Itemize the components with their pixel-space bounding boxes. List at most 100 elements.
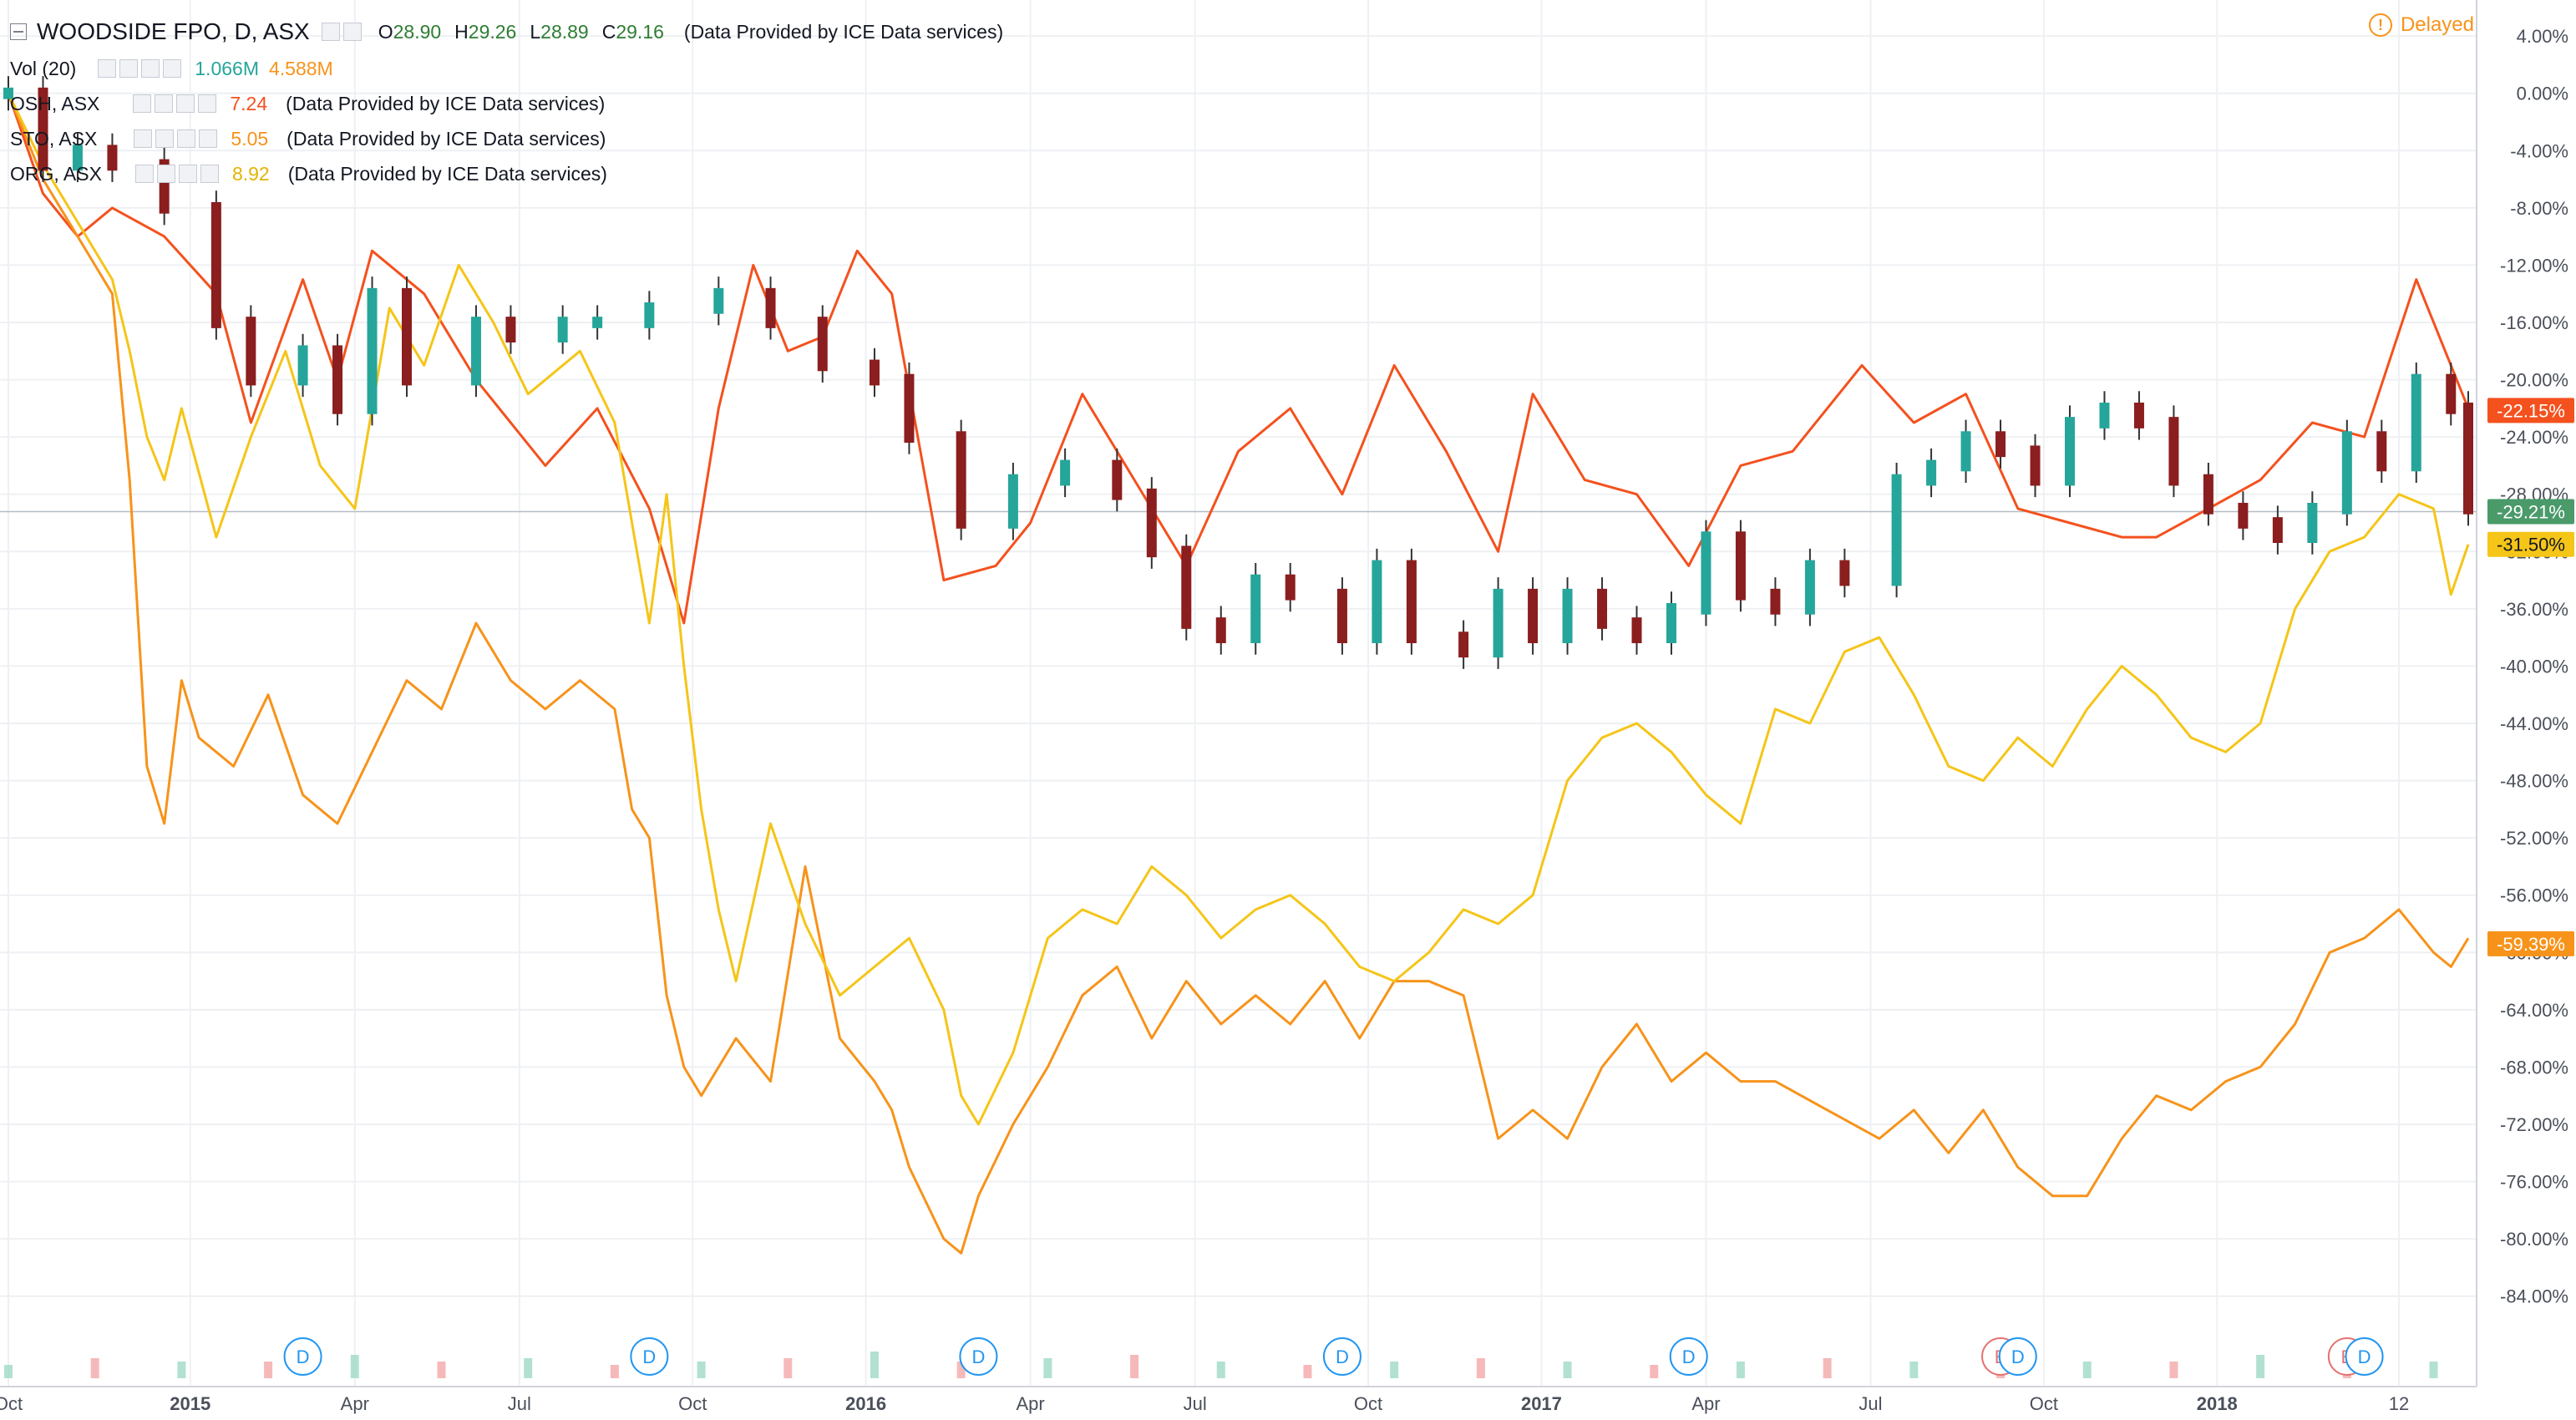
compare-symbol[interactable]: OSH, ASX <box>10 92 100 114</box>
candle-body <box>1597 588 1608 629</box>
candle-body <box>2099 403 2110 429</box>
close-icon[interactable] <box>163 59 182 78</box>
x-tick-label: Oct <box>1354 1393 1382 1414</box>
y-tick-label: -52.00% <box>2500 828 2568 849</box>
candle-body <box>956 431 966 529</box>
candle-body <box>2030 445 2041 486</box>
volume-bar <box>1563 1362 1572 1378</box>
volume-bar <box>437 1362 446 1378</box>
candle-body <box>470 317 481 386</box>
eye-icon[interactable] <box>98 59 117 78</box>
dividend-marker <box>1669 1337 1708 1376</box>
candle-body <box>1960 431 1971 472</box>
collapse-icon[interactable] <box>10 23 27 40</box>
volume-bar <box>2429 1362 2438 1378</box>
gear-icon[interactable] <box>119 59 139 78</box>
compare-note: (Data Provided by ICE Data services) <box>287 162 607 185</box>
y-tick-label: -80.00% <box>2500 1229 2568 1250</box>
volume-bar <box>956 1362 966 1378</box>
event-marker-label: D <box>2011 1346 2025 1367</box>
candle-body <box>1631 617 1642 643</box>
compare-symbol[interactable]: STO, ASX <box>10 127 98 150</box>
close-icon[interactable] <box>198 94 217 113</box>
event-marker-label: D <box>2358 1346 2371 1367</box>
gear-icon[interactable] <box>155 129 175 148</box>
x-tick-label: Apr <box>1017 1393 1045 1414</box>
volume-bar <box>697 1362 706 1378</box>
y-tick-label: -4.00% <box>2510 140 2568 161</box>
dividend-marker <box>959 1337 998 1376</box>
legend-compare-org: ORG, ASX 8.92 (Data Provided by ICE Data… <box>0 157 607 190</box>
candle-body <box>367 287 378 414</box>
y-tick-label: -40.00% <box>2500 656 2568 677</box>
eye-icon[interactable] <box>321 23 340 41</box>
dividend-marker <box>630 1337 669 1376</box>
compare-symbol[interactable]: ORG, ASX <box>10 162 102 185</box>
legend-main: WOODSIDE FPO, D, ASX O 28.90 H 29.26 L 2… <box>0 15 1003 48</box>
dividend-marker <box>2345 1337 2384 1376</box>
plus-icon[interactable] <box>177 129 196 148</box>
close-icon[interactable] <box>199 129 218 148</box>
volume-bar <box>90 1358 99 1378</box>
event-marker-label: D <box>1682 1346 1696 1367</box>
series-line-org <box>7 93 2470 1126</box>
eye-icon[interactable] <box>134 165 154 183</box>
x-tick-label: 2018 <box>2197 1393 2238 1414</box>
candle-body <box>869 359 880 386</box>
candle-body <box>1562 588 1573 643</box>
candle-body <box>1666 603 1676 643</box>
candle-body <box>904 373 915 443</box>
volume-bar <box>610 1365 619 1378</box>
main-symbol[interactable]: WOODSIDE FPO, D, ASX <box>37 18 310 44</box>
candle-body <box>2463 403 2473 515</box>
volume-bar <box>1043 1358 1052 1378</box>
compare-note: (Data Provided by ICE Data services) <box>286 92 606 114</box>
y-tick-label: -20.00% <box>2500 370 2568 391</box>
candle-body <box>2238 503 2249 529</box>
x-tick-label: Jul <box>1858 1393 1882 1414</box>
x-tick-label: Oct <box>0 1393 23 1414</box>
plus-icon[interactable] <box>178 165 197 183</box>
plus-icon[interactable] <box>176 94 195 113</box>
y-tick-label: -16.00% <box>2500 312 2568 333</box>
close-icon[interactable] <box>200 165 219 183</box>
eye-icon[interactable] <box>133 94 152 113</box>
close-label: C <box>601 20 616 43</box>
candle-body <box>1181 545 1192 629</box>
series-line-sto <box>7 93 2470 1255</box>
candle-body <box>1250 574 1261 643</box>
y-tick-label: -24.00% <box>2500 427 2568 448</box>
event-marker-label: D <box>971 1346 985 1367</box>
dividend-marker <box>1322 1337 1362 1376</box>
x-tick-label: Jul <box>508 1393 531 1414</box>
delayed-status[interactable]: ! Delayed <box>2368 13 2474 37</box>
candle-body <box>1735 531 1746 601</box>
open-label: O <box>378 20 393 43</box>
event-marker-label: D <box>642 1346 656 1367</box>
candle-body <box>1060 459 1071 486</box>
y-tick-label: 0.00% <box>2517 84 2568 104</box>
dividend-marker <box>1998 1337 2037 1376</box>
volume-label[interactable]: Vol (20) <box>10 57 77 79</box>
y-tick-label: -64.00% <box>2500 1000 2568 1021</box>
event-marker-label: D <box>1336 1346 1349 1367</box>
candle-body <box>2272 517 2283 543</box>
compare-note: (Data Provided by ICE Data services) <box>287 127 606 150</box>
low-label: L <box>530 20 541 43</box>
volume-bar <box>1130 1355 1139 1378</box>
plus-icon[interactable] <box>141 59 160 78</box>
y-tick-label: -68.00% <box>2500 1057 2568 1078</box>
candle-body <box>246 317 256 386</box>
gear-icon[interactable] <box>342 23 362 41</box>
candle-body <box>3 87 13 99</box>
eye-icon[interactable] <box>134 129 153 148</box>
y-tick-label: -8.00% <box>2510 198 2568 219</box>
gear-icon[interactable] <box>156 165 175 183</box>
candle-body <box>765 287 776 328</box>
last-value-label-bg <box>2487 531 2574 557</box>
y-tick-label: -84.00% <box>2500 1286 2568 1307</box>
volume-bar <box>1909 1362 1919 1378</box>
close-value: 29.16 <box>616 20 664 43</box>
gear-icon[interactable] <box>155 94 174 113</box>
